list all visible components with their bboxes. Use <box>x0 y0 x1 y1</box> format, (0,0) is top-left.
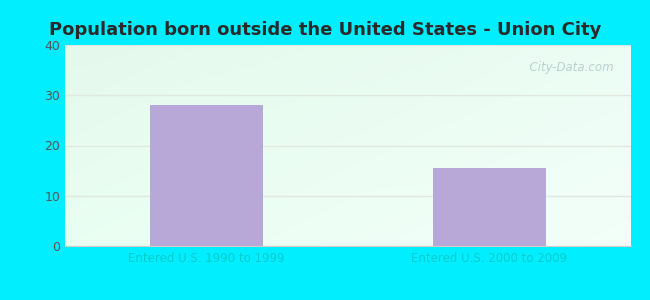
Bar <box>433 168 546 246</box>
Text: Population born outside the United States - Union City: Population born outside the United State… <box>49 21 601 39</box>
Bar <box>150 105 263 246</box>
Text: City-Data.com: City-Data.com <box>522 61 614 74</box>
